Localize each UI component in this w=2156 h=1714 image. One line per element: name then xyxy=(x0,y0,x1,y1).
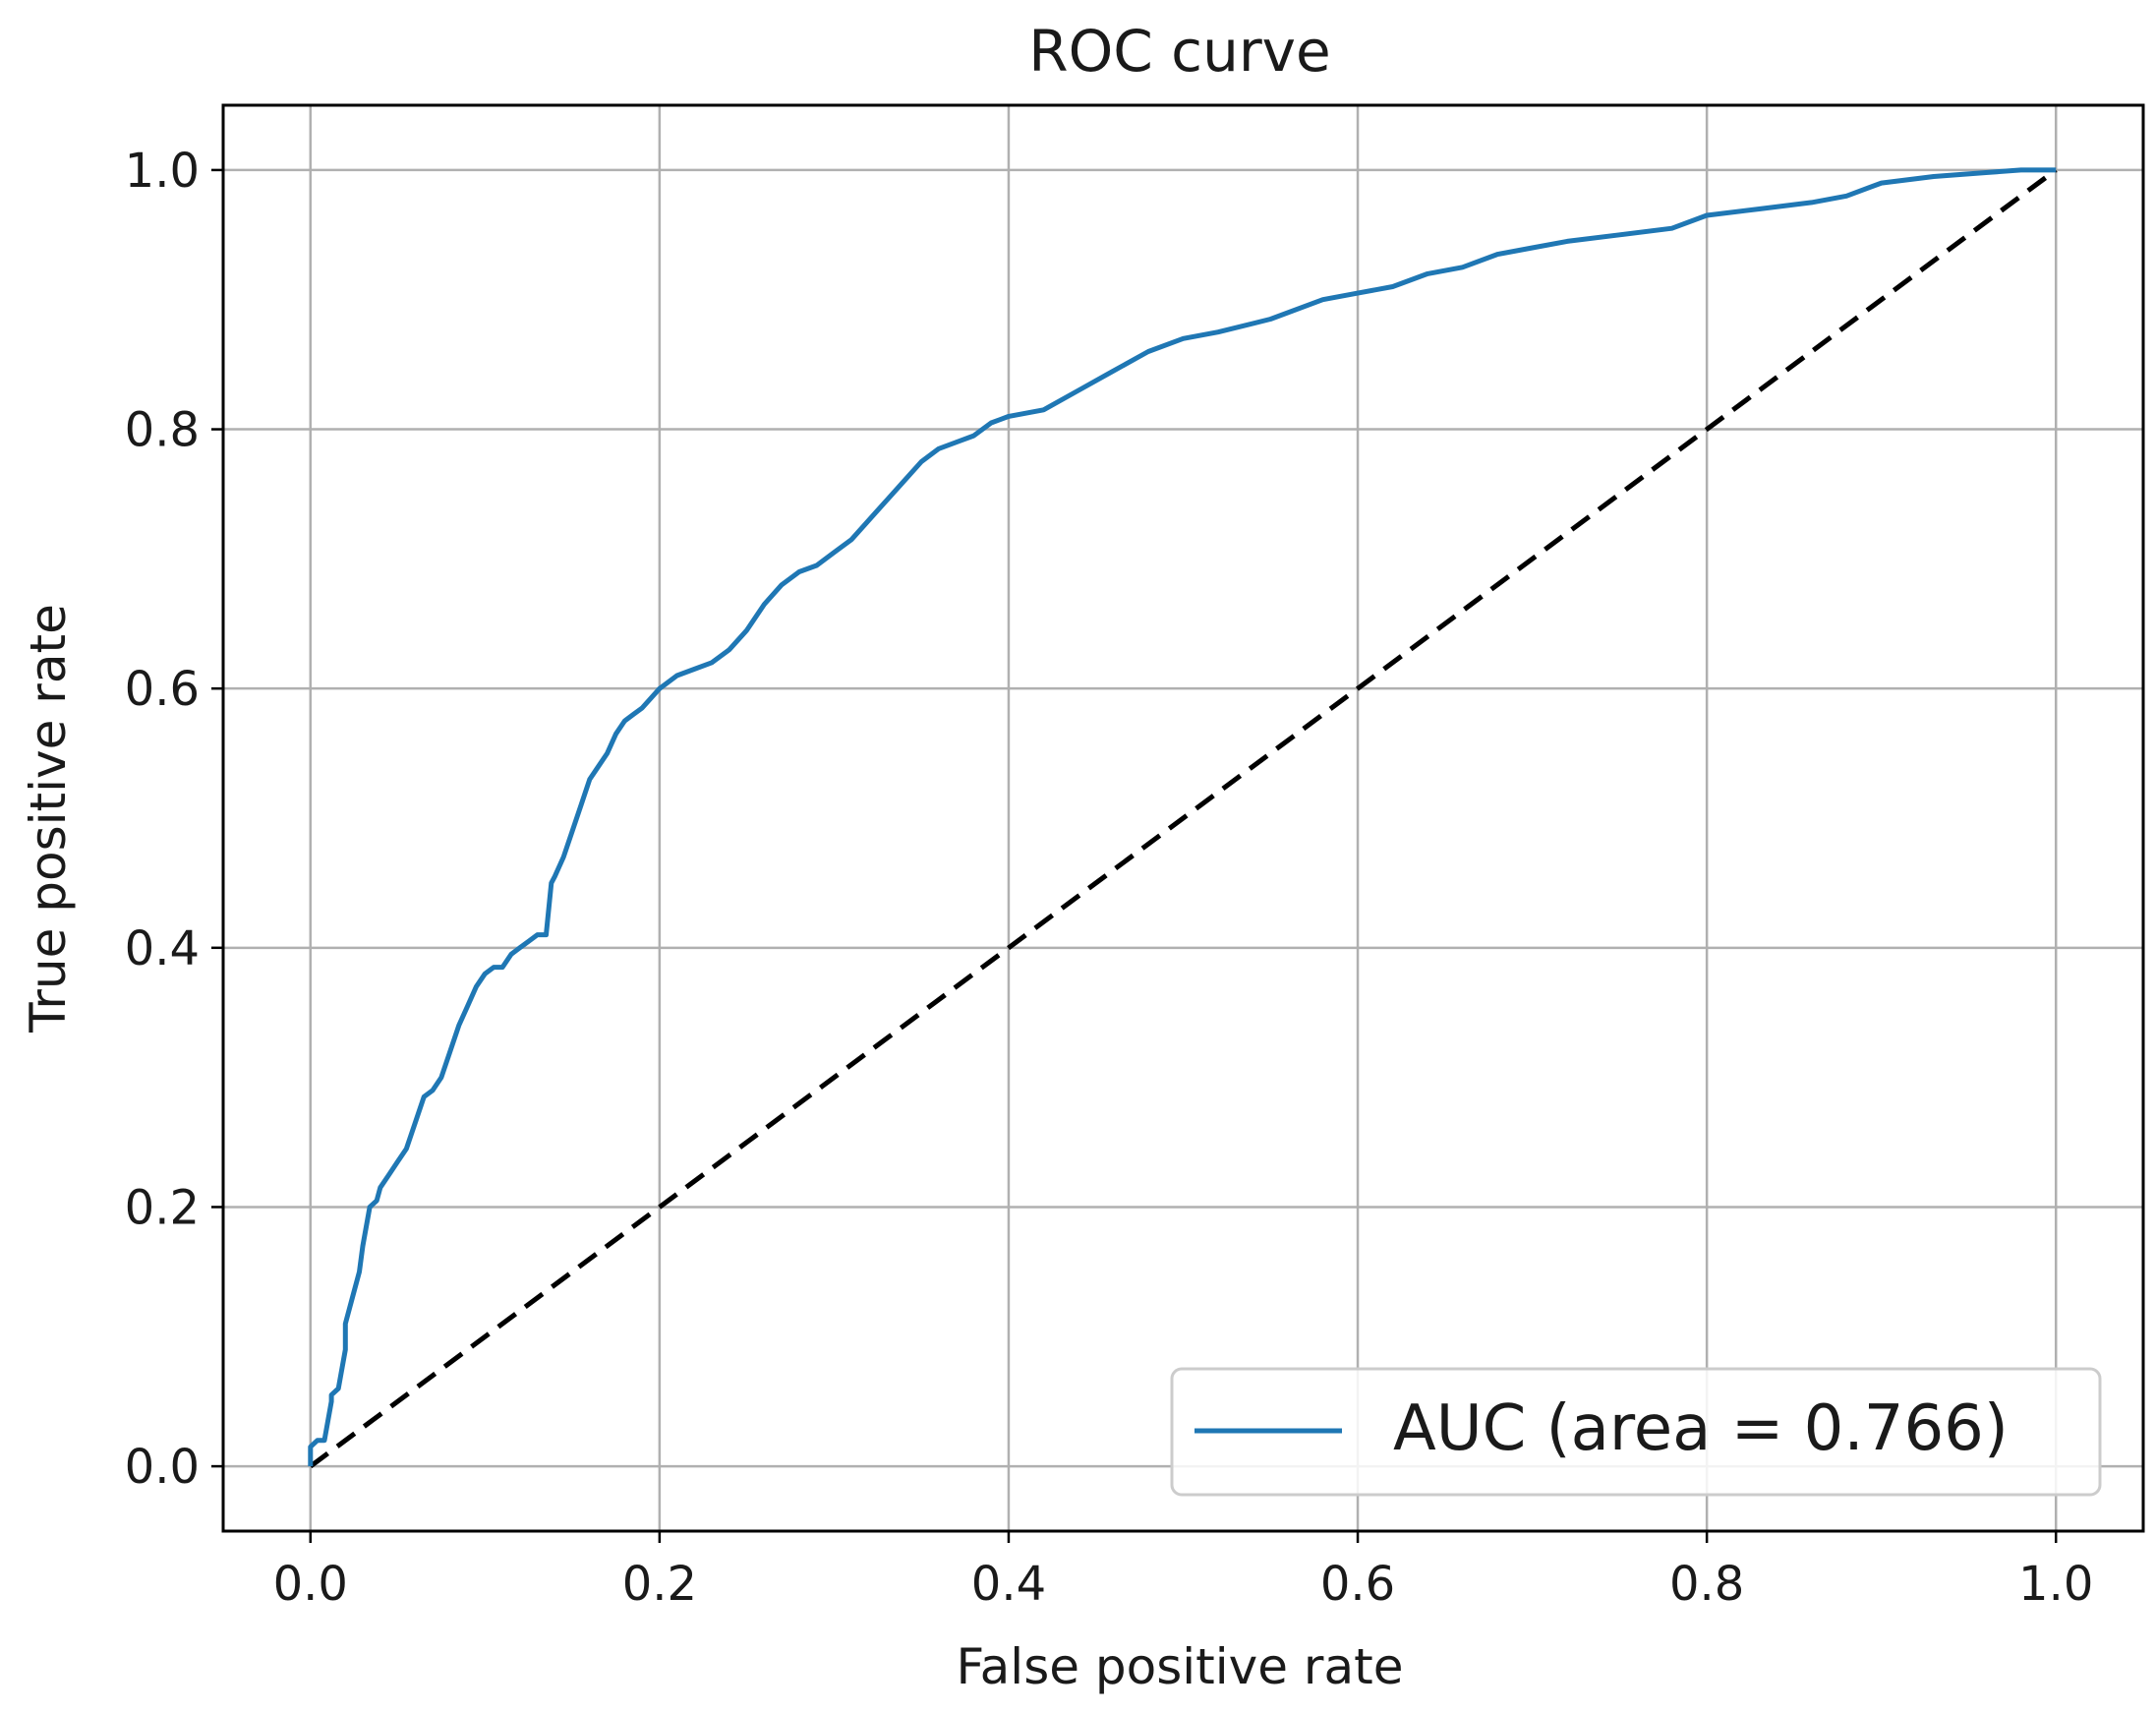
series-layer xyxy=(308,167,2058,1469)
x-tick-label: 0.4 xyxy=(971,1557,1046,1612)
y-tick-label: 0.8 xyxy=(125,403,200,458)
roc-curve-line xyxy=(308,167,2057,1467)
axis-ticks: 0.0 0.2 0.4 0.6 0.8 1.0 0.0 0.2 0.4 0.6 0.8 1.0 xyxy=(125,144,2094,1612)
y-axis-label: True positive rate xyxy=(20,604,77,1034)
chart-title: ROC curve xyxy=(1028,18,1330,85)
legend-label: AUC (area = 0.766) xyxy=(1393,1392,2009,1465)
x-tick-label: 0.0 xyxy=(273,1557,348,1612)
x-axis-label: False positive rate xyxy=(957,1638,1404,1695)
x-tick-label: 0.6 xyxy=(1320,1557,1395,1612)
y-tick-label: 0.6 xyxy=(125,662,200,717)
legend-box xyxy=(1170,1367,2102,1497)
y-tick-label: 0.0 xyxy=(125,1440,200,1495)
x-tick-label: 0.2 xyxy=(622,1557,697,1612)
y-tick-label: 1.0 xyxy=(125,144,200,199)
legend: AUC (area = 0.766) xyxy=(1170,1367,2102,1497)
x-tick-label: 0.8 xyxy=(1669,1557,1744,1612)
y-tick-label: 0.2 xyxy=(125,1180,200,1235)
chance-diagonal-line xyxy=(309,167,2058,1469)
y-tick-label: 0.4 xyxy=(125,921,200,976)
x-tick-label: 1.0 xyxy=(2018,1557,2093,1612)
grid-lines xyxy=(223,105,2143,1531)
plot-area-frame xyxy=(221,103,2145,1533)
